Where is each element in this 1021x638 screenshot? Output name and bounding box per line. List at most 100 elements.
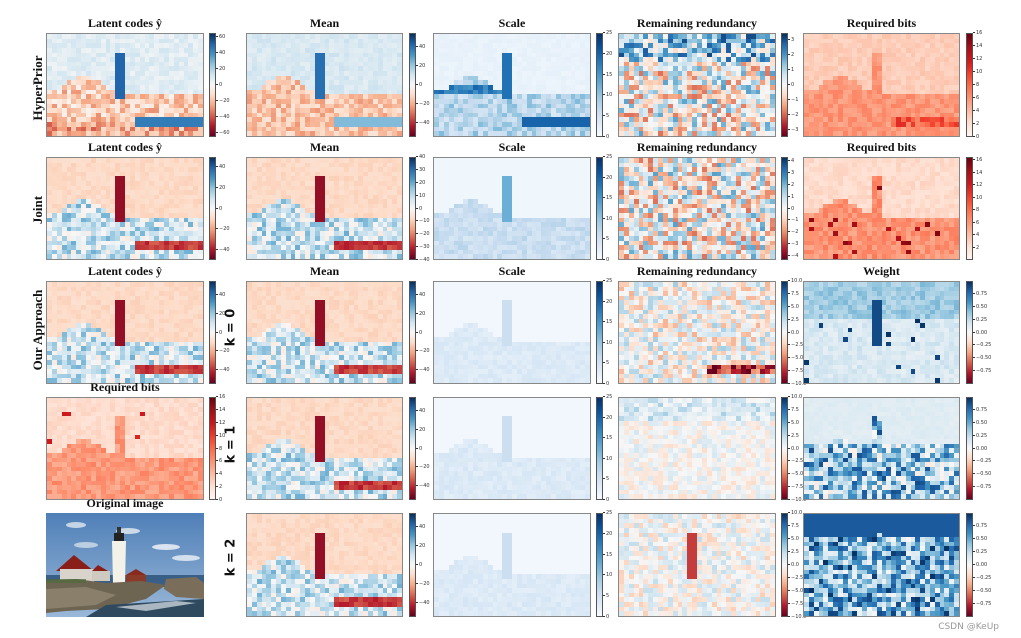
colorbar-tick: 10.0 [788,394,802,400]
colorbar-tick: 0.75 [973,291,987,297]
k-label-1: k = 1 [223,425,239,464]
colorbar-tick: 40 [416,292,425,298]
colorbar-tick: 12 [216,420,225,426]
colorbar-tick: 0 [416,82,422,88]
colorbar-tick: −10.0 [788,497,806,503]
colorbar-tick: 25 [603,30,612,36]
colorbar-tick: 0 [603,614,609,620]
colorbar-tick: 0.25 [973,317,987,323]
colorbar-tick: 4 [216,471,222,477]
colorbar-j-latent [209,157,216,260]
colorbar-tick: −40 [416,483,430,489]
colorbar-tick: 20 [416,180,425,186]
colorbar-tick: −20 [416,231,430,237]
colorbar-tick: 5 [603,236,609,242]
colorbar-tick: 10 [603,456,612,462]
colorbar-tick: 6 [973,220,979,226]
colorbar-tick: 0 [216,206,222,212]
panel-title: Latent codes ŷ [88,16,162,30]
colorbar-tick: −2.5 [788,575,803,581]
heatmap-o-k2-weight [803,513,960,617]
colorbar-tick: 4 [973,108,979,114]
colorbar-tick: −1 [788,217,798,223]
colorbar-tick: 0 [416,206,422,212]
colorbar-tick: 0 [603,134,609,140]
colorbar-tick: 15 [603,552,612,558]
heatmap-o-k2-mean [246,513,403,617]
heatmap-o-k0-weight [803,281,960,384]
colorbar-tick: −40 [216,114,230,120]
k-label-0: k = 0 [223,308,239,347]
heatmap-o-bits [46,397,204,500]
colorbar-tick: −20 [216,348,230,354]
panel-hp-scale: Scale [433,16,591,137]
colorbar-tick: 0.25 [973,549,987,555]
colorbar-tick: 0.50 [973,420,987,426]
colorbar-tick: 4 [973,232,979,238]
colorbar-tick: 0 [603,497,609,503]
colorbar-o-k0-scale [596,281,603,384]
panel-title: Latent codes ŷ [88,140,162,154]
colorbar-tick: −20 [416,581,430,587]
colorbar-tick: −40 [216,367,230,373]
colorbar-tick: 0.0 [788,330,799,336]
colorbar-tick: 12 [973,56,982,62]
colorbar-tick: 20 [216,66,225,72]
colorbar-o-k0-redund [781,281,788,384]
colorbar-tick: 5.0 [788,536,799,542]
colorbar-tick: 10 [416,193,425,199]
colorbar-tick: −7.5 [788,368,803,374]
colorbar-tick: −20 [216,98,230,104]
colorbar-tick: 2 [973,245,979,251]
panel-title: Required bits [846,16,917,30]
colorbar-tick: −7.5 [788,484,803,490]
colorbar-tick: 5 [603,113,609,119]
colorbar-o-k2-redund [781,513,788,617]
colorbar-tick: 0 [216,497,222,503]
panel-title: Scale [498,264,526,278]
colorbar-tick: 40 [216,50,225,56]
colorbar-tick: 10 [216,433,225,439]
colorbar-o-k2-mean [409,513,416,617]
heatmap-j-mean [246,157,403,260]
colorbar-tick: 10.0 [788,278,802,284]
colorbar-tick: −30 [416,244,430,250]
colorbar-tick: 20 [603,415,612,421]
panel-o-k2-weight [803,513,960,617]
colorbar-tick: 5 [603,476,609,482]
colorbar-tick: −10 [416,218,430,224]
colorbar-tick: 15 [603,435,612,441]
panel-title: Required bits [90,380,160,394]
colorbar-tick: 2 [788,52,794,58]
colorbar-tick: 14 [973,43,982,49]
colorbar-tick: −5.0 [788,355,803,361]
colorbar-tick: 0 [603,257,609,263]
panel-title: Required bits [846,140,917,154]
colorbar-tick: 20 [603,175,612,181]
colorbar-tick: 10 [603,216,612,222]
panel-j-redund: Remaining redundancy [618,140,776,260]
colorbar-tick: 0.0 [788,562,799,568]
colorbar-tick: 0 [416,446,422,452]
colorbar-tick: 40 [416,44,425,50]
colorbar-tick: −2 [788,229,798,235]
colorbar-tick: 40 [216,164,225,170]
colorbar-tick: 10 [973,69,982,75]
colorbar-tick: −10.0 [788,381,806,387]
colorbar-tick: 15 [603,319,612,325]
colorbar-tick: 2 [973,121,979,127]
colorbar-tick: 0 [788,206,794,212]
colorbar-tick: −20 [416,101,430,107]
heatmap-o-k0-scale [433,281,591,384]
panel-title: Original image [86,496,164,510]
panel-hp-redund: Remaining redundancy [618,16,776,137]
k-label-2: k = 2 [223,538,239,577]
colorbar-tick: −20 [416,464,430,470]
colorbar-tick: 14 [216,407,225,413]
panel-title: Remaining redundancy [636,140,758,154]
colorbar-tick: −3 [788,127,798,133]
colorbar-tick: 2.5 [788,317,799,323]
colorbar-o-k1-weight [966,397,973,500]
colorbar-tick: 7.5 [788,523,799,529]
panel-title: Scale [498,140,526,154]
